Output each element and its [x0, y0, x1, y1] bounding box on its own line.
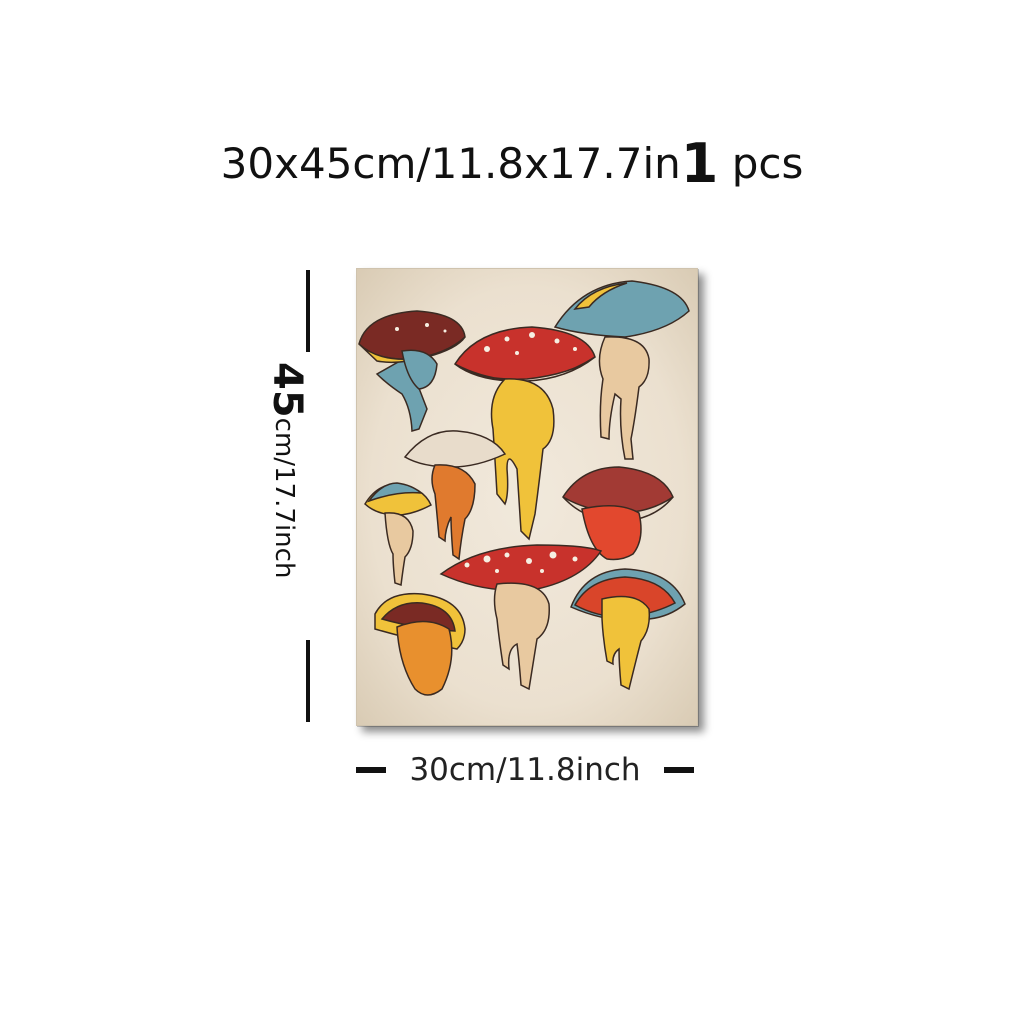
height-label: 45cm/17.7inch	[264, 362, 310, 578]
quantity-number: 1	[680, 132, 719, 195]
size-title: 30x45cm/11.8x17.7in1 pcs	[0, 136, 1024, 192]
quantity-unit: pcs	[731, 139, 804, 188]
mushroom-figure-7	[439, 544, 603, 691]
mushroom-figure-2	[454, 326, 596, 541]
height-number: 45	[264, 362, 310, 418]
height-measure-line-top	[306, 270, 310, 352]
size-text: 30x45cm/11.8x17.7in	[220, 139, 681, 188]
height-measure-line-bottom	[306, 640, 310, 722]
height-unit-text: cm/17.7inch	[269, 417, 299, 579]
mushroom-figure-1	[358, 310, 466, 432]
mushroom-figure-8	[374, 592, 466, 696]
mushroom-figure-9	[570, 568, 686, 691]
mushroom-illustration	[358, 280, 690, 696]
mushroom-figure-3	[553, 280, 690, 460]
width-label: 30cm/11.8inch	[409, 752, 641, 788]
poster-artwork	[356, 268, 698, 726]
mushroom-figure-4	[403, 430, 507, 561]
cap-spots	[395, 323, 578, 573]
width-measure-dash-left	[356, 767, 386, 773]
mushroom-figure-5	[364, 482, 432, 587]
mushroom-figure-6	[562, 466, 674, 561]
width-measure-dash-right	[664, 767, 694, 773]
